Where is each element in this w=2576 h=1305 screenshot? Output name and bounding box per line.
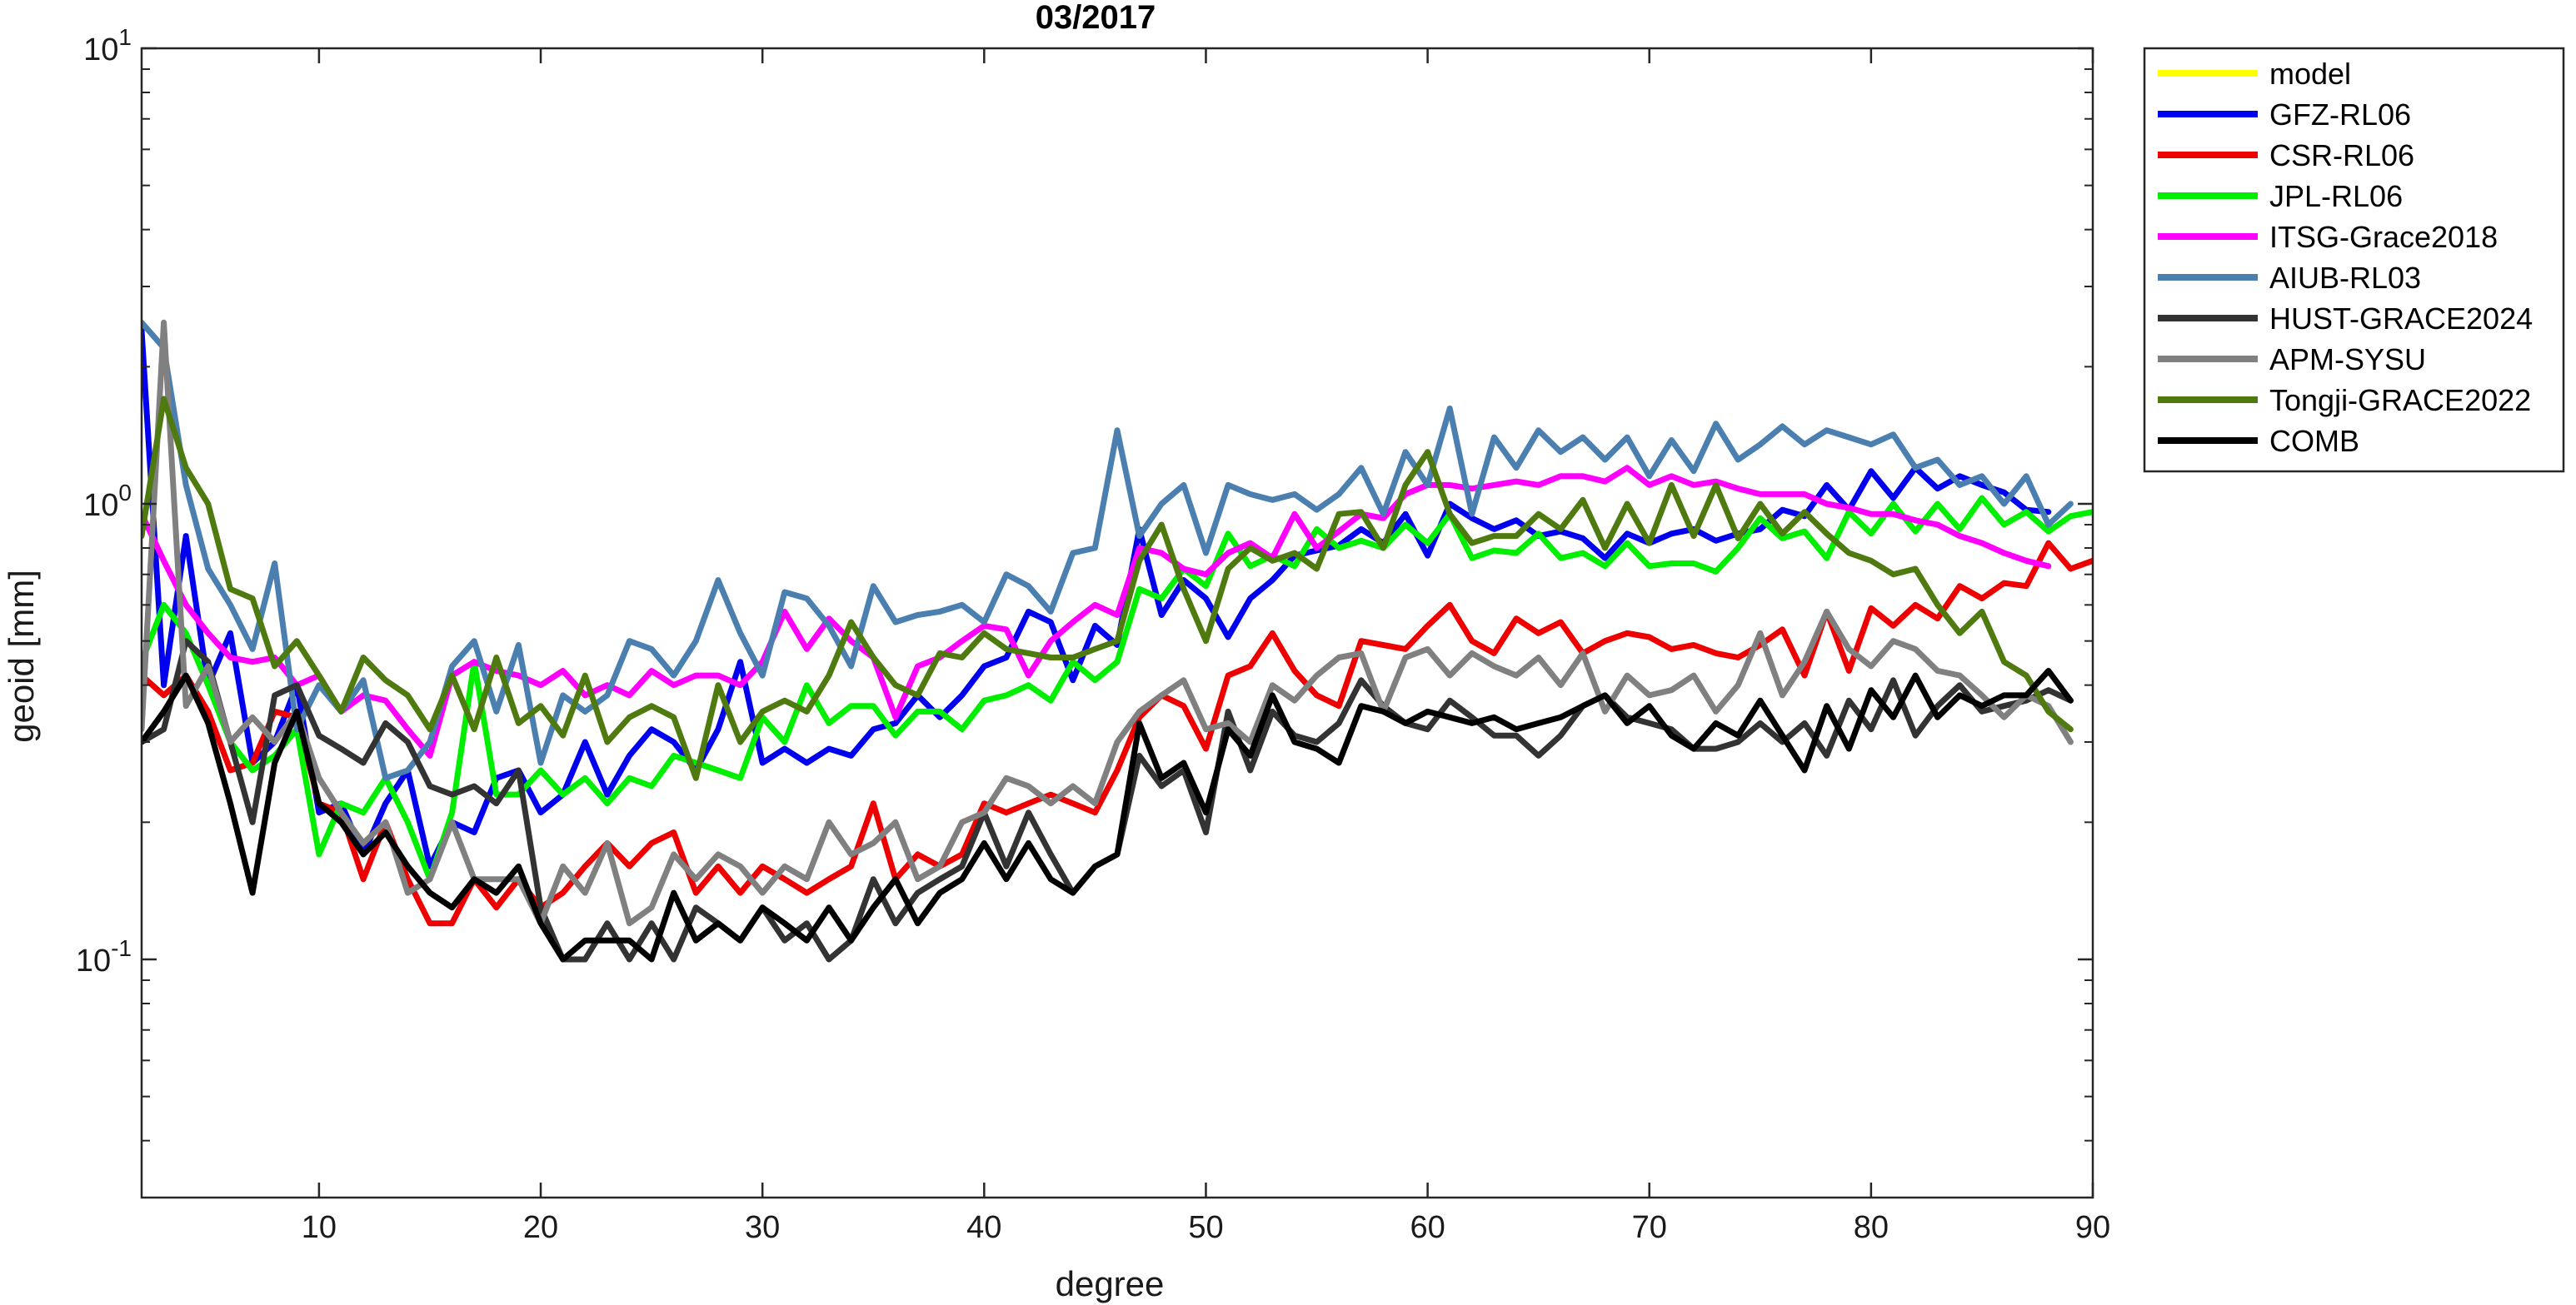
x-tick-label: 50 — [1188, 1210, 1223, 1245]
x-tick-label: 10 — [302, 1210, 337, 1245]
x-axis-label: degree — [1056, 1264, 1165, 1303]
series-line-tongji-grace2022 — [142, 396, 2074, 781]
legend-label-aiub-rl03: AIUB-RL03 — [2269, 261, 2421, 295]
legend: model GFZ-RL06 CSR-RL06 JPL-RL06 ITSG-Grace2… — [2143, 47, 2565, 473]
legend-label-comb: COMB — [2269, 424, 2359, 458]
axes: 10 20 30 40 50 60 70 80 90 101 100 10-1 — [76, 24, 2110, 1245]
legend-label-tongji-grace2022: Tongji-GRACE2022 — [2269, 383, 2531, 417]
series-line-csr-rl06 — [142, 540, 2093, 927]
x-tick-label: 80 — [1854, 1210, 1889, 1245]
axes-box — [140, 47, 2094, 1199]
x-tick-label: 30 — [745, 1210, 780, 1245]
series-line-jpl-rl06 — [142, 495, 2093, 883]
series-line-gfz-rl06 — [142, 327, 2052, 869]
series-line-aiub-rl03 — [142, 319, 2074, 781]
legend-label-apm-sysu: APM-SYSU — [2269, 342, 2426, 376]
series-line-comb — [142, 668, 2074, 963]
legend-label-gfz-rl06: GFZ-RL06 — [2269, 97, 2411, 132]
x-tick-label: 20 — [523, 1210, 558, 1245]
x-tick-label: 60 — [1410, 1210, 1445, 1245]
legend-label-model: model — [2269, 57, 2351, 91]
x-tick-label: 70 — [1632, 1210, 1667, 1245]
series-line-apm-sysu — [142, 319, 2074, 927]
series-line-itsg-grace2018 — [142, 465, 2052, 759]
legend-label-hust-grace2024: HUST-GRACE2024 — [2269, 301, 2533, 336]
x-tick-label: 90 — [2075, 1210, 2110, 1245]
chart-title: 03/2017 — [1036, 0, 1156, 36]
x-tick-label: 40 — [966, 1210, 1001, 1245]
plot-area — [142, 319, 2093, 963]
legend-label-itsg-grace2018: ITSG-Grace2018 — [2269, 220, 2498, 254]
y-axis-label: geoid [mm] — [2, 570, 41, 743]
legend-label-jpl-rl06: JPL-RL06 — [2269, 179, 2403, 213]
y-tick-label: 10-1 — [76, 935, 132, 979]
y-tick-label: 100 — [83, 480, 132, 523]
legend-label-csr-rl06: CSR-RL06 — [2269, 138, 2414, 172]
y-tick-label: 101 — [83, 24, 132, 67]
